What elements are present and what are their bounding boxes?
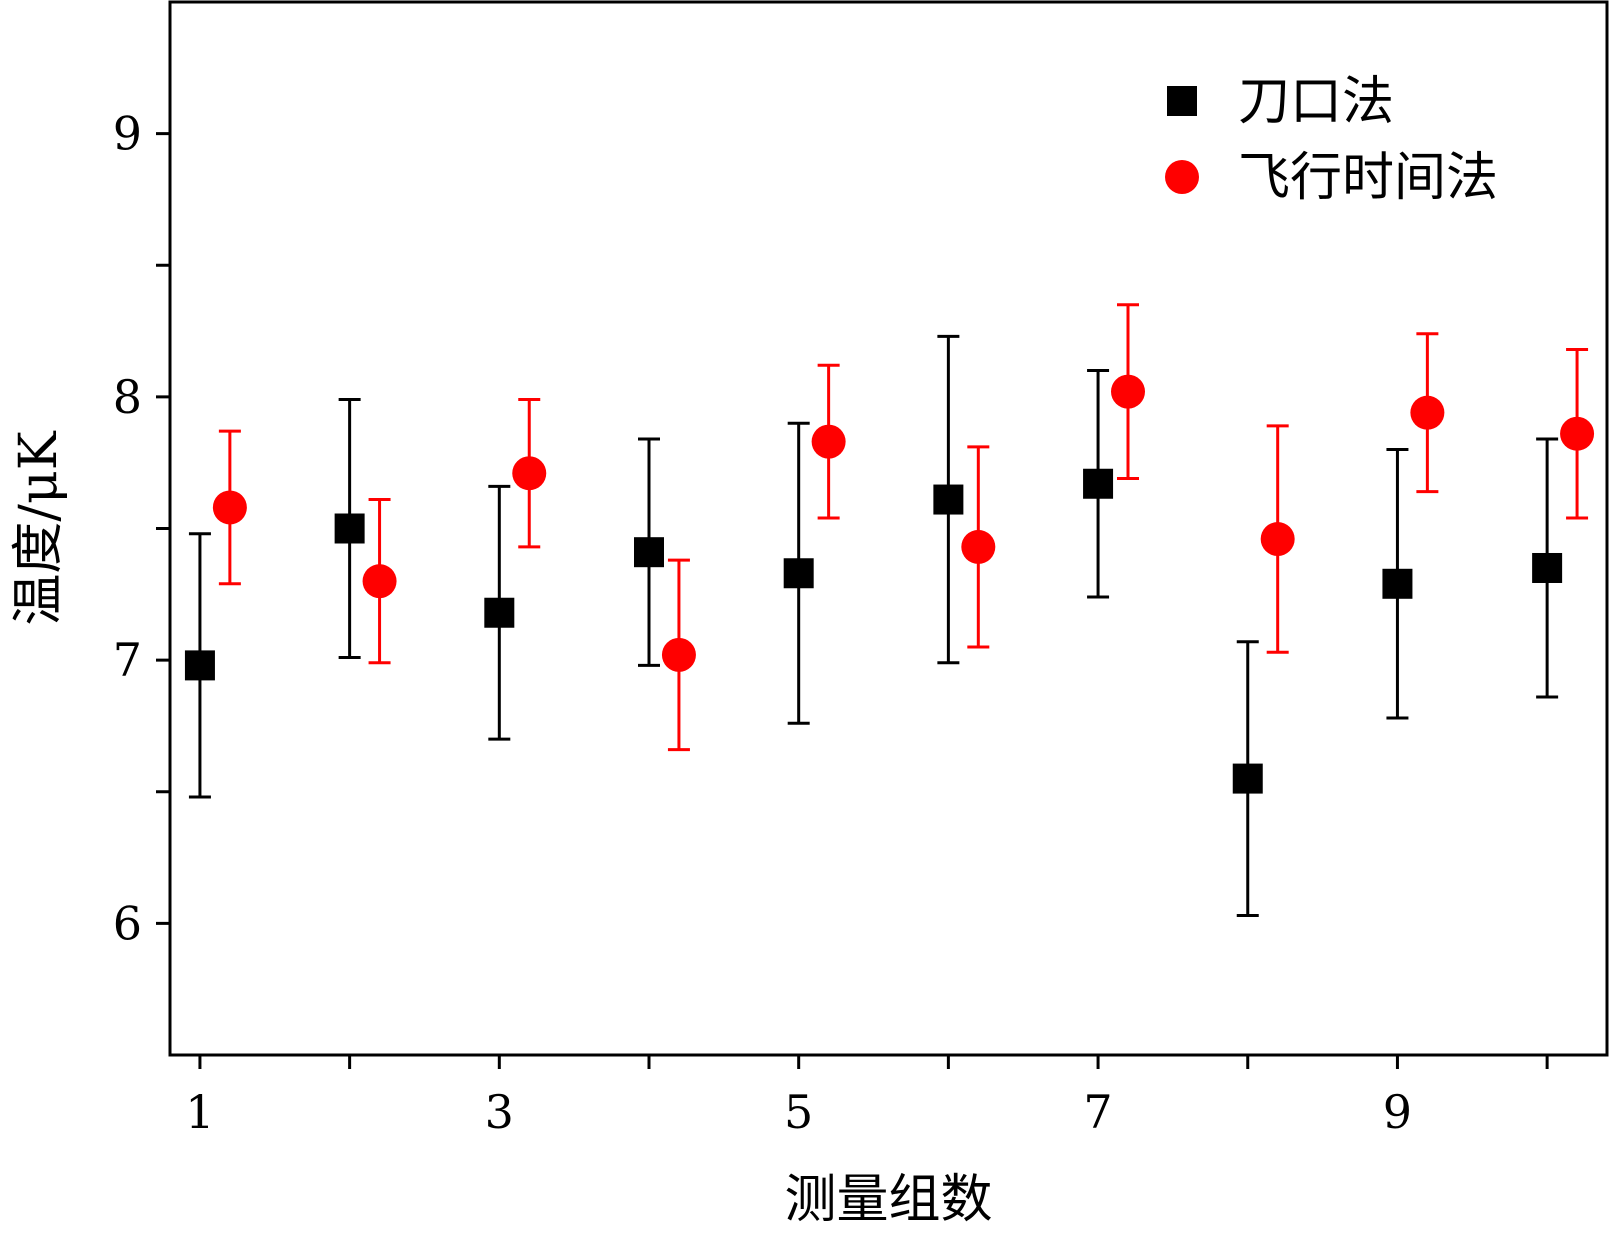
- data-point-square: [1083, 468, 1114, 499]
- legend-marker-circle: [1165, 160, 1199, 194]
- data-point-square: [484, 597, 515, 628]
- axes: 1 3 5 7 9 6 7 8 9: [113, 0, 1609, 1139]
- x-axis-title: 测量组数: [784, 1170, 992, 1230]
- data-point-circle: [1111, 374, 1145, 409]
- x-tick-label: 9: [1383, 1085, 1412, 1139]
- data-point-circle: [512, 456, 547, 491]
- legend-label: 飞行时间法: [1238, 148, 1498, 208]
- error-bars: [188, 303, 1589, 917]
- y-tick-label: 8: [113, 370, 142, 424]
- data-point-square: [933, 484, 964, 515]
- data-point-circle: [362, 564, 397, 599]
- data-point-square: [634, 537, 664, 568]
- y-tick-label: 6: [113, 896, 142, 950]
- data-point-square: [1232, 763, 1263, 794]
- y-tick-label: 7: [113, 633, 142, 687]
- data-point-square: [1382, 568, 1413, 599]
- x-tick-label: 1: [185, 1085, 214, 1139]
- data-point-circle: [1260, 522, 1295, 557]
- data-point-square: [184, 650, 215, 681]
- data-point-circle: [961, 529, 996, 564]
- x-tick-label: 5: [784, 1085, 813, 1139]
- legend-label: 刀口法: [1238, 72, 1394, 132]
- data-point-square: [1532, 552, 1563, 583]
- data-point-circle: [1560, 416, 1595, 451]
- data-point-square: [783, 558, 814, 589]
- y-axis-title: 温度/μK: [9, 430, 69, 625]
- x-tick-label: 3: [485, 1085, 514, 1139]
- data-point-circle: [1410, 395, 1445, 430]
- data-point-circle: [661, 637, 696, 672]
- data-point-circle: [811, 424, 846, 459]
- data-markers: [184, 374, 1595, 794]
- data-point-circle: [212, 490, 247, 525]
- legend-marker-square: [1167, 86, 1197, 116]
- data-point-square: [334, 513, 365, 544]
- y-tick-label: 9: [113, 107, 142, 161]
- x-tick-label: 7: [1083, 1085, 1112, 1139]
